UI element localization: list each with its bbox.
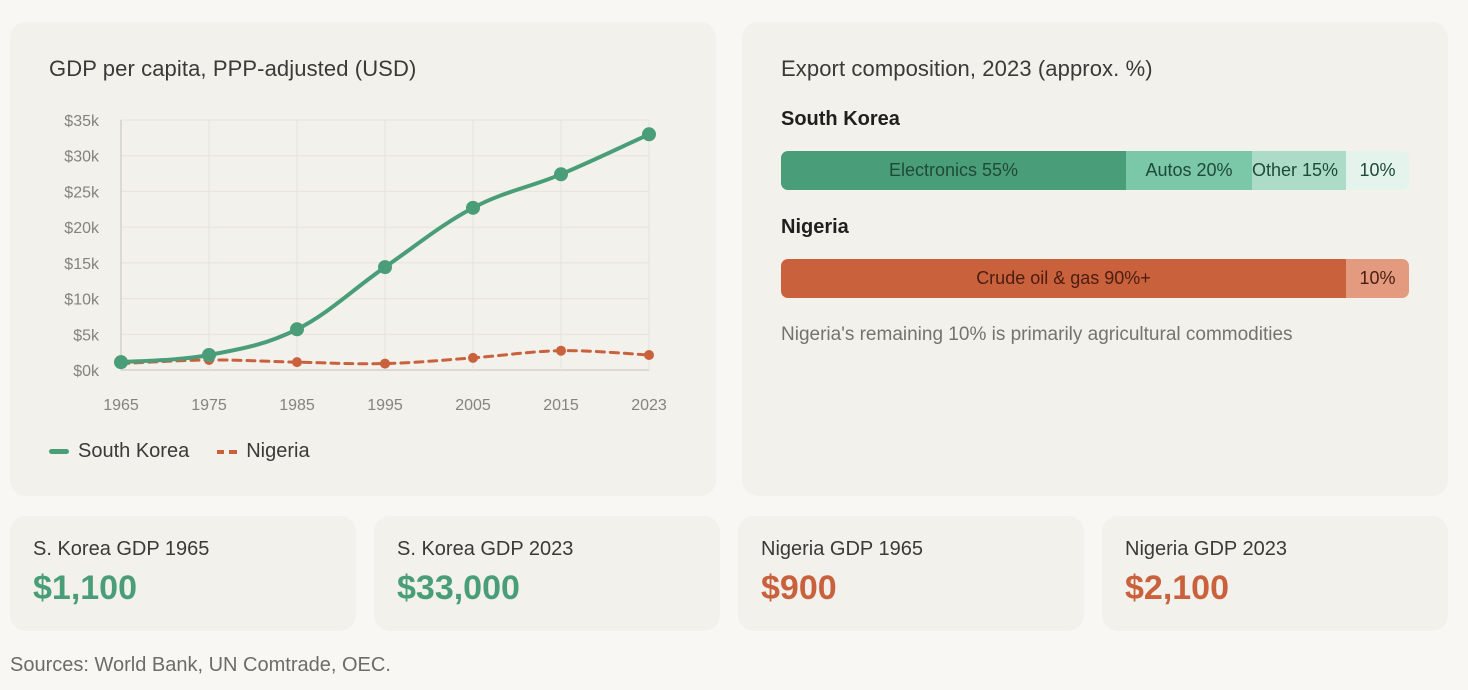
nigeria-export-note: Nigeria's remaining 10% is primarily agr… xyxy=(781,324,1293,345)
solid-line-swatch-icon xyxy=(49,449,69,454)
legend-label-south-korea: South Korea xyxy=(78,440,190,462)
legend-label-nigeria: Nigeria xyxy=(246,440,310,462)
y-tick-label: $0k xyxy=(73,363,100,380)
data-point[interactable] xyxy=(468,352,478,363)
segment-remaining[interactable]: 10% xyxy=(1346,151,1409,190)
nigeria-export-bar: Crude oil & gas 90%+ 10% xyxy=(781,259,1409,298)
x-tick-label: 2005 xyxy=(455,397,491,414)
data-point[interactable] xyxy=(202,348,216,362)
stat-card-ng-1965: Nigeria GDP 1965 $900 xyxy=(738,516,1084,631)
stat-value: $2,100 xyxy=(1125,569,1229,607)
stat-value: $33,000 xyxy=(397,569,520,607)
y-tick-label: $30k xyxy=(64,149,100,166)
y-tick-label: $25k xyxy=(64,184,100,201)
segment-crude-oil-gas[interactable]: Crude oil & gas 90%+ xyxy=(781,259,1346,298)
x-tick-label: 1995 xyxy=(367,397,403,414)
stat-label: S. Korea GDP 1965 xyxy=(33,538,210,560)
segment-autos[interactable]: Autos 20% xyxy=(1126,151,1252,190)
legend-item-nigeria[interactable]: Nigeria xyxy=(217,440,310,463)
stat-label: S. Korea GDP 2023 xyxy=(397,538,574,560)
data-point[interactable] xyxy=(114,355,128,370)
chart-legend: South Korea Nigeria xyxy=(49,440,338,463)
y-tick-label: $10k xyxy=(64,292,100,309)
y-tick-label: $35k xyxy=(64,113,100,130)
segment-other[interactable]: Other 15% xyxy=(1252,151,1346,190)
export-composition-card: Export composition, 2023 (approx. %) Sou… xyxy=(742,22,1448,496)
y-tick-label: $15k xyxy=(64,256,100,273)
south-korea-export-bar: Electronics 55% Autos 20% Other 15% 10% xyxy=(781,151,1409,190)
gdp-line-chart: $0k $5k $10k $15k $20k $25k $30k $35k 1965 1975 19… xyxy=(64,113,667,414)
dashed-line-swatch-icon xyxy=(217,449,238,454)
x-tick-label: 1975 xyxy=(191,397,227,414)
sources-footnote: Sources: World Bank, UN Comtrade, OEC. xyxy=(10,654,391,676)
y-tick-label: $20k xyxy=(64,220,100,237)
segment-electronics[interactable]: Electronics 55% xyxy=(781,151,1126,190)
segment-remaining[interactable]: 10% xyxy=(1346,259,1409,298)
x-tick-label: 1965 xyxy=(103,397,139,414)
data-point[interactable] xyxy=(642,127,656,142)
data-point[interactable] xyxy=(290,322,304,337)
stat-value: $900 xyxy=(761,569,837,607)
stat-value: $1,100 xyxy=(33,569,137,607)
stat-label: Nigeria GDP 1965 xyxy=(761,538,923,560)
x-tick-label: 2015 xyxy=(543,397,579,414)
stat-card-ng-2023: Nigeria GDP 2023 $2,100 xyxy=(1102,516,1448,631)
data-point[interactable] xyxy=(556,345,566,356)
export-chart-title: Export composition, 2023 (approx. %) xyxy=(781,56,1153,81)
country-label-nigeria: Nigeria xyxy=(781,216,849,238)
y-tick-label: $5k xyxy=(73,327,100,344)
stat-card-sk-1965: S. Korea GDP 1965 $1,100 xyxy=(10,516,356,631)
data-point[interactable] xyxy=(380,358,390,369)
gdp-chart-title: GDP per capita, PPP-adjusted (USD) xyxy=(49,56,417,81)
stat-card-sk-2023: S. Korea GDP 2023 $33,000 xyxy=(374,516,720,631)
data-point[interactable] xyxy=(644,350,654,360)
data-point[interactable] xyxy=(378,260,392,275)
data-point[interactable] xyxy=(292,357,302,368)
stat-label: Nigeria GDP 2023 xyxy=(1125,538,1287,560)
data-point[interactable] xyxy=(466,200,480,215)
x-tick-label: 2023 xyxy=(631,397,667,414)
x-tick-label: 1985 xyxy=(279,397,315,414)
data-point[interactable] xyxy=(554,167,568,182)
legend-item-south-korea[interactable]: South Korea xyxy=(49,440,189,463)
gdp-chart-card: GDP per capita, PPP-adjusted (USD) $0k $5… xyxy=(10,22,716,496)
country-label-south-korea: South Korea xyxy=(781,108,900,130)
